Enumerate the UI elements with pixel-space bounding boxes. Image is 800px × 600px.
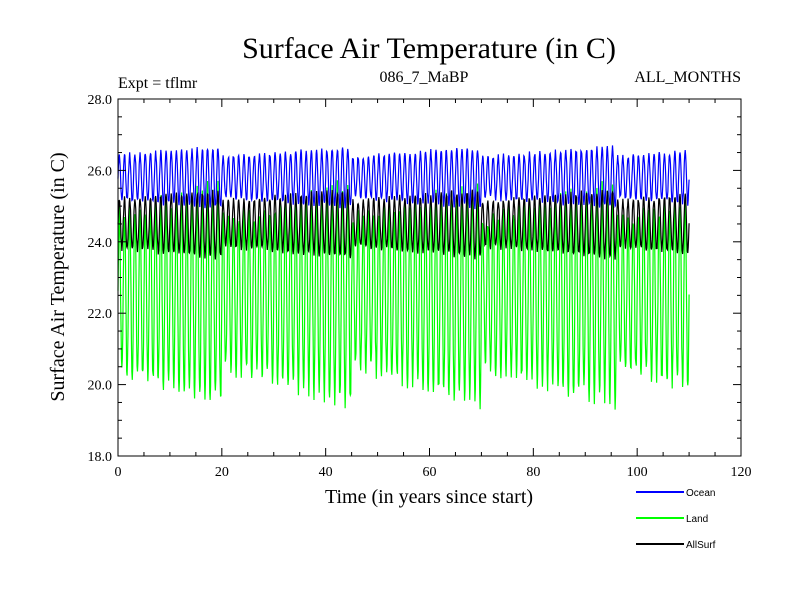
legend: Ocean Land AllSurf	[636, 488, 716, 551]
y-tick-label: 20.0	[88, 379, 113, 394]
legend-label-land: Land	[686, 514, 708, 525]
subtitle-experiment: Expt = tflmr	[118, 75, 198, 92]
axis-layer: 0 20 40 60 80 100 120 18.0 20.0 22.0 24.0 26.0 28.0	[88, 93, 752, 480]
legend-label-allsurf: AllSurf	[686, 540, 716, 551]
x-tick-label: 100	[627, 465, 648, 480]
legend-label-ocean: Ocean	[686, 488, 715, 499]
y-tick-label: 28.0	[88, 93, 113, 108]
subtitle-months: ALL_MONTHS	[634, 69, 741, 86]
subtitle-run: 086_7_MaBP	[380, 69, 469, 86]
x-tick-label: 60	[423, 465, 437, 480]
y-tick-label: 22.0	[88, 307, 113, 322]
x-tick-label: 80	[526, 465, 540, 480]
y-tick-label: 18.0	[88, 450, 113, 465]
x-tick-label: 120	[731, 465, 752, 480]
x-tick-label: 20	[215, 465, 229, 480]
x-tick-label: 0	[115, 465, 122, 480]
y-tick-label: 26.0	[88, 164, 113, 179]
x-axis-label: Time (in years since start)	[325, 486, 533, 508]
chart-title: Surface Air Temperature (in C)	[242, 32, 616, 65]
y-tick-label: 24.0	[88, 236, 113, 251]
series-layer	[117, 145, 690, 410]
y-axis-label: Surface Air Temperature (in C)	[47, 152, 69, 401]
series-line-allsurf	[117, 189, 690, 260]
series-line-ocean	[117, 145, 690, 210]
x-tick-label: 40	[319, 465, 333, 480]
